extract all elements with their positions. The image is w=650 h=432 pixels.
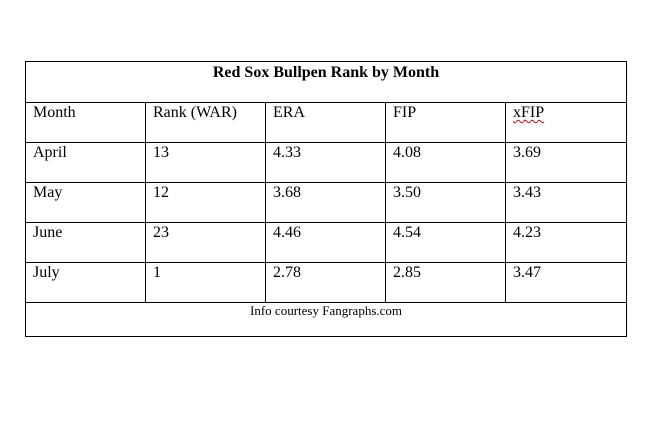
cell-era: 4.46 [265,222,386,263]
header-xfip: xFIP [504,102,628,143]
cell-fip: 4.08 [385,142,506,183]
cell-xfip: 4.23 [504,222,628,263]
cell-xfip: 3.43 [504,182,628,223]
cell-month: June [25,222,146,263]
header-era: ERA [265,102,386,143]
table-header-row: Month Rank (WAR) ERA FIP xFIP [25,102,628,143]
cell-fip: 3.50 [385,182,506,223]
header-fip: FIP [385,102,506,143]
table-title: Red Sox Bullpen Rank by Month [24,61,628,103]
cell-fip: 4.54 [385,222,506,263]
cell-rank: 12 [145,182,266,223]
cell-fip: 2.85 [385,262,506,303]
cell-month: July [25,262,146,303]
cell-era: 2.78 [265,262,386,303]
header-month: Month [25,102,146,143]
cell-era: 4.33 [265,142,386,183]
header-rank-war: Rank (WAR) [145,102,266,143]
table-row-july: July 1 2.78 2.85 3.47 [25,262,628,303]
table-title-row: Red Sox Bullpen Rank by Month [24,61,628,103]
table-row-may: May 12 3.68 3.50 3.43 [25,182,628,223]
source-credit: Info courtesy Fangraphs.com [24,302,628,337]
cell-era: 3.68 [265,182,386,223]
bullpen-rank-table: Red Sox Bullpen Rank by Month Month Rank… [24,61,628,337]
cell-rank: 13 [145,142,266,183]
table-footer-row: Info courtesy Fangraphs.com [24,302,628,337]
table-row-june: June 23 4.46 4.54 4.23 [25,222,628,263]
cell-xfip: 3.69 [504,142,628,183]
cell-rank: 23 [145,222,266,263]
cell-month: April [25,142,146,183]
cell-xfip: 3.47 [504,262,628,303]
cell-rank: 1 [145,262,266,303]
cell-month: May [25,182,146,223]
header-xfip-label: xFIP [513,104,545,121]
table-row-april: April 13 4.33 4.08 3.69 [25,142,628,183]
